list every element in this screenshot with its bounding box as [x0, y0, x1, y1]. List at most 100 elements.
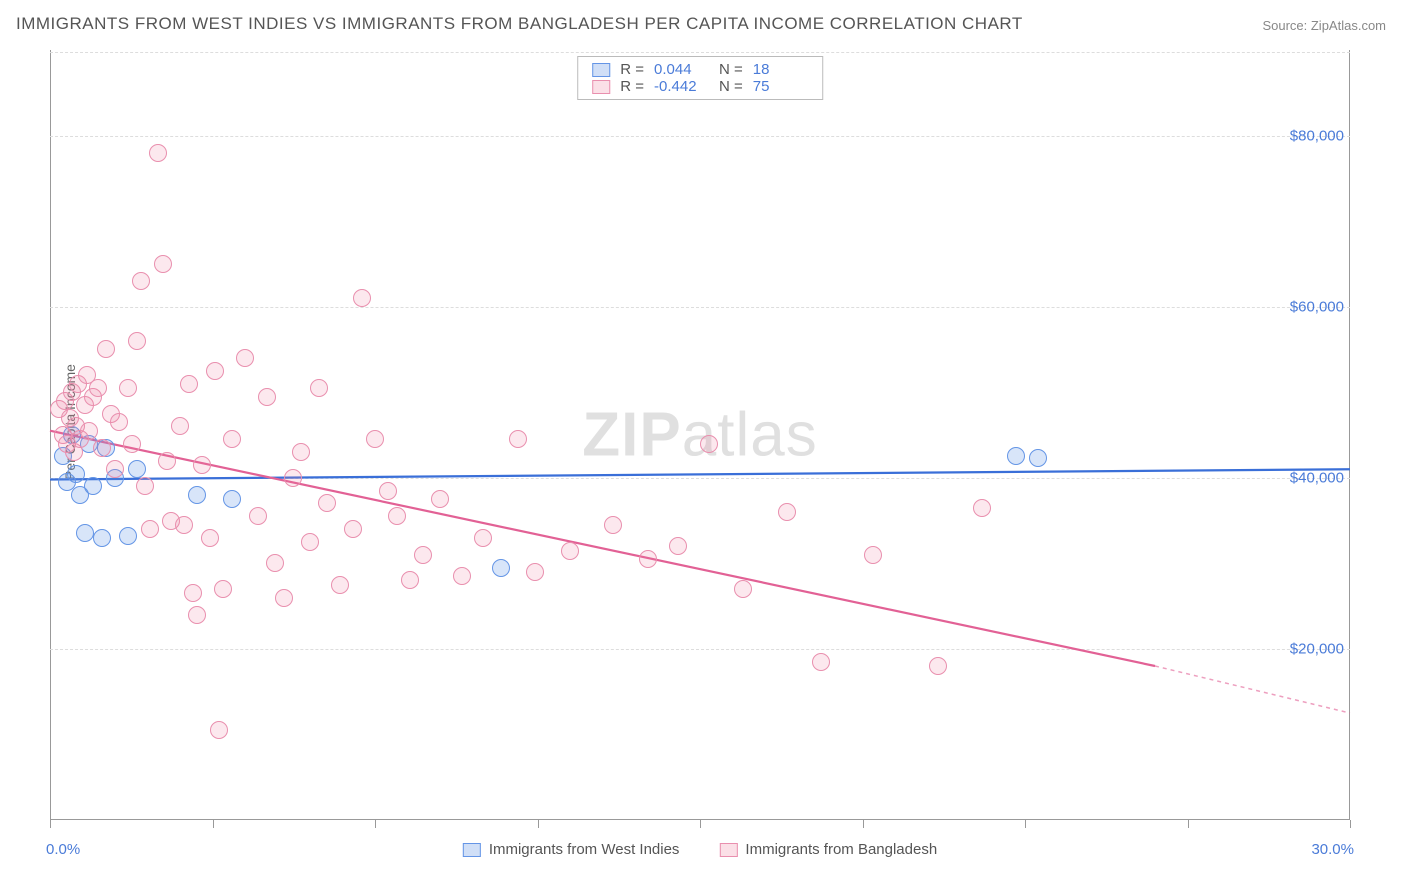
x-tick: [213, 820, 214, 828]
legend-label-pink: Immigrants from Bangladesh: [745, 841, 937, 858]
data-point: [301, 533, 319, 551]
data-point: [561, 542, 579, 560]
data-point: [292, 443, 310, 461]
r-value-pink: -0.442: [654, 78, 709, 95]
data-point: [474, 529, 492, 547]
data-point: [509, 430, 527, 448]
data-point: [401, 571, 419, 589]
data-point: [123, 435, 141, 453]
data-point: [223, 490, 241, 508]
data-point: [141, 520, 159, 538]
data-point: [119, 527, 137, 545]
data-point: [431, 490, 449, 508]
swatch-pink-icon: [592, 80, 610, 94]
data-point: [492, 559, 510, 577]
data-point: [110, 413, 128, 431]
data-point: [89, 379, 107, 397]
data-point: [84, 477, 102, 495]
data-point: [236, 349, 254, 367]
data-point: [80, 422, 98, 440]
data-point: [206, 362, 224, 380]
data-point: [388, 507, 406, 525]
data-point: [93, 439, 111, 457]
data-point: [128, 332, 146, 350]
data-point: [97, 340, 115, 358]
regression-line-extrapolated: [1155, 666, 1350, 713]
data-point: [132, 272, 150, 290]
data-point: [210, 721, 228, 739]
data-point: [180, 375, 198, 393]
data-point: [106, 460, 124, 478]
data-point: [154, 255, 172, 273]
data-point: [284, 469, 302, 487]
data-point: [1029, 449, 1047, 467]
data-point: [453, 567, 471, 585]
x-tick: [538, 820, 539, 828]
data-point: [318, 494, 336, 512]
scatter-plot: ZIPatlas $20,000$40,000$60,000$80,000 R …: [50, 50, 1350, 820]
x-tick: [375, 820, 376, 828]
data-point: [67, 465, 85, 483]
data-point: [639, 550, 657, 568]
n-value-blue: 18: [753, 61, 808, 78]
data-point: [929, 657, 947, 675]
x-tick: [863, 820, 864, 828]
source-attribution: Source: ZipAtlas.com: [1262, 18, 1386, 33]
data-point: [700, 435, 718, 453]
data-point: [275, 589, 293, 607]
data-point: [1007, 447, 1025, 465]
swatch-pink-icon: [719, 843, 737, 857]
x-tick: [50, 820, 51, 828]
data-point: [175, 516, 193, 534]
chart-title: IMMIGRANTS FROM WEST INDIES VS IMMIGRANT…: [16, 14, 1023, 34]
data-point: [604, 516, 622, 534]
stats-legend: R = 0.044 N = 18 R = -0.442 N = 75: [577, 56, 823, 100]
data-point: [149, 144, 167, 162]
data-point: [136, 477, 154, 495]
data-point: [379, 482, 397, 500]
data-point: [119, 379, 137, 397]
data-point: [669, 537, 687, 555]
data-point: [76, 524, 94, 542]
swatch-blue-icon: [592, 63, 610, 77]
regression-line: [50, 431, 1155, 666]
data-point: [193, 456, 211, 474]
data-point: [93, 529, 111, 547]
x-tick: [700, 820, 701, 828]
data-point: [734, 580, 752, 598]
regression-line: [50, 469, 1350, 479]
data-point: [526, 563, 544, 581]
legend-label-blue: Immigrants from West Indies: [489, 841, 680, 858]
data-point: [249, 507, 267, 525]
r-value-blue: 0.044: [654, 61, 709, 78]
data-point: [214, 580, 232, 598]
x-axis-max-label: 30.0%: [1311, 841, 1354, 858]
data-point: [201, 529, 219, 547]
data-point: [158, 452, 176, 470]
data-point: [128, 460, 146, 478]
data-point: [812, 653, 830, 671]
regression-lines: [50, 50, 1350, 820]
swatch-blue-icon: [463, 843, 481, 857]
data-point: [258, 388, 276, 406]
data-point: [331, 576, 349, 594]
x-axis-min-label: 0.0%: [46, 841, 80, 858]
x-tick: [1025, 820, 1026, 828]
data-point: [171, 417, 189, 435]
data-point: [344, 520, 362, 538]
data-point: [778, 503, 796, 521]
data-point: [973, 499, 991, 517]
data-point: [864, 546, 882, 564]
data-point: [188, 486, 206, 504]
data-point: [310, 379, 328, 397]
x-tick: [1350, 820, 1351, 828]
x-tick: [1188, 820, 1189, 828]
data-point: [188, 606, 206, 624]
data-point: [184, 584, 202, 602]
data-point: [366, 430, 384, 448]
n-value-pink: 75: [753, 78, 808, 95]
chart-area: Per Capita Income ZIPatlas $20,000$40,00…: [50, 50, 1350, 820]
data-point: [353, 289, 371, 307]
data-point: [414, 546, 432, 564]
data-point: [223, 430, 241, 448]
